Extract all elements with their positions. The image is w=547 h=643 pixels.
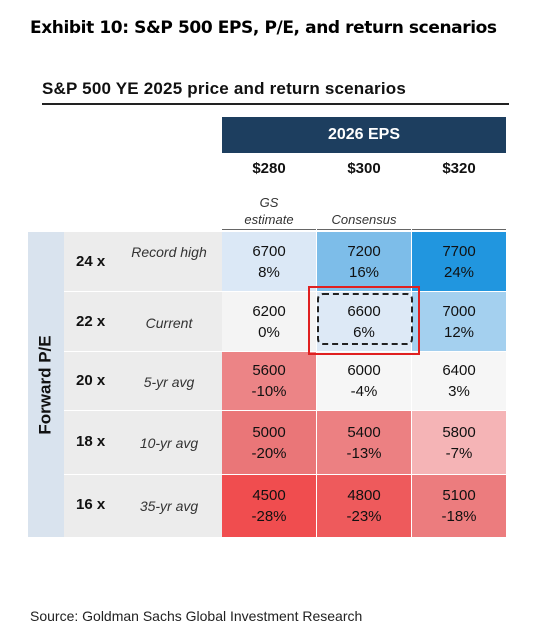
column-header-280: $280	[252, 160, 286, 177]
cell-price: 6600	[347, 302, 381, 320]
scenario-cell: 6700 8%	[222, 232, 316, 291]
scenario-cell: 6000 -4%	[317, 352, 411, 410]
cell-price: 5600	[252, 362, 286, 379]
cell-return: 24%	[443, 263, 475, 281]
cell-return: -13%	[346, 444, 382, 462]
forward-pe-axis: Forward P/E	[28, 232, 64, 537]
table-title: S&P 500 YE 2025 price and return scenari…	[42, 79, 407, 98]
forward-pe-label: Forward P/E	[36, 334, 55, 435]
scenario-cell: 7000 12%	[412, 292, 506, 351]
cell-return: 12%	[443, 323, 475, 341]
row-multiple: 20 x	[76, 372, 106, 389]
column-sub-divider	[222, 229, 316, 230]
scenario-cell-current-consensus: 6600 6%	[317, 292, 411, 351]
cell-price: 6200	[252, 302, 286, 320]
column-header-300: $300	[347, 160, 381, 177]
cell-price: 5100	[442, 487, 476, 504]
row-label: Record high	[131, 244, 207, 260]
column-sub-gs-estimate: GS estimate	[244, 195, 294, 227]
exhibit-title: Exhibit 10: S&P 500 EPS, P/E, and return…	[30, 18, 497, 38]
cell-return: -10%	[251, 383, 287, 400]
row-label-bg	[64, 352, 222, 410]
row-label: 35-yr avg	[139, 498, 199, 514]
source-note: Source: Goldman Sachs Global Investment …	[30, 608, 363, 624]
cell-return: 3%	[448, 383, 470, 400]
cell-return: 0%	[258, 323, 280, 341]
scenario-cell: 5800 -7%	[412, 411, 506, 474]
cell-price: 4500	[252, 487, 286, 504]
row-label: Current	[145, 315, 193, 331]
cell-price: 7000	[442, 302, 476, 320]
row-label-bg	[64, 475, 222, 537]
scenario-cell: 5100 -18%	[412, 475, 506, 537]
cell-price: 6700	[252, 242, 286, 260]
cell-return: -7%	[445, 444, 473, 462]
scenario-cell: 7200 16%	[317, 232, 411, 291]
scenario-cell: 5400 -13%	[317, 411, 411, 474]
cell-return: -18%	[441, 508, 477, 525]
scenario-cell: 6400 3%	[412, 352, 506, 410]
row-multiple: 16 x	[76, 496, 106, 513]
cell-price: 6000	[347, 362, 381, 379]
scenario-cell: 6200 0%	[222, 292, 316, 351]
row-label: 10-yr avg	[139, 435, 199, 451]
row-label: 5-yr avg	[143, 374, 195, 390]
cell-price: 4800	[347, 487, 381, 504]
row-label-bg	[64, 411, 222, 474]
row-multiple: 22 x	[76, 313, 106, 330]
cell-return: 6%	[353, 323, 375, 341]
cell-return: 8%	[258, 263, 280, 281]
cell-price: 5000	[252, 423, 286, 441]
cell-return: -23%	[346, 508, 382, 525]
column-sub-divider	[317, 229, 411, 230]
column-sub-divider	[412, 229, 506, 230]
title-rule	[42, 103, 509, 105]
scenario-cell: 4500 -28%	[222, 475, 316, 537]
column-sub-consensus: Consensus	[331, 212, 397, 227]
scenario-cell: 5000 -20%	[222, 411, 316, 474]
row-label-bg	[64, 232, 222, 291]
cell-return: 16%	[348, 263, 380, 281]
cell-price: 5400	[347, 423, 381, 441]
cell-return: -4%	[350, 383, 378, 400]
highlight-red-box	[308, 286, 420, 355]
cell-return: -28%	[251, 508, 287, 525]
cell-price: 7700	[442, 242, 476, 260]
scenario-cell: 4800 -23%	[317, 475, 411, 537]
scenario-cell: 5600 -10%	[222, 352, 316, 410]
scenario-cell: 7700 24%	[412, 232, 506, 291]
cell-return: -20%	[251, 444, 287, 462]
highlight-dashed-box	[317, 293, 413, 345]
row-multiple: 24 x	[76, 253, 106, 270]
eps-header: 2026 EPS	[222, 117, 506, 153]
row-multiple: 18 x	[76, 433, 106, 450]
cell-price: 7200	[347, 242, 381, 260]
column-header-320: $320	[442, 160, 476, 177]
row-label-bg	[64, 292, 222, 351]
cell-price: 5800	[442, 423, 476, 441]
cell-price: 6400	[442, 362, 476, 379]
